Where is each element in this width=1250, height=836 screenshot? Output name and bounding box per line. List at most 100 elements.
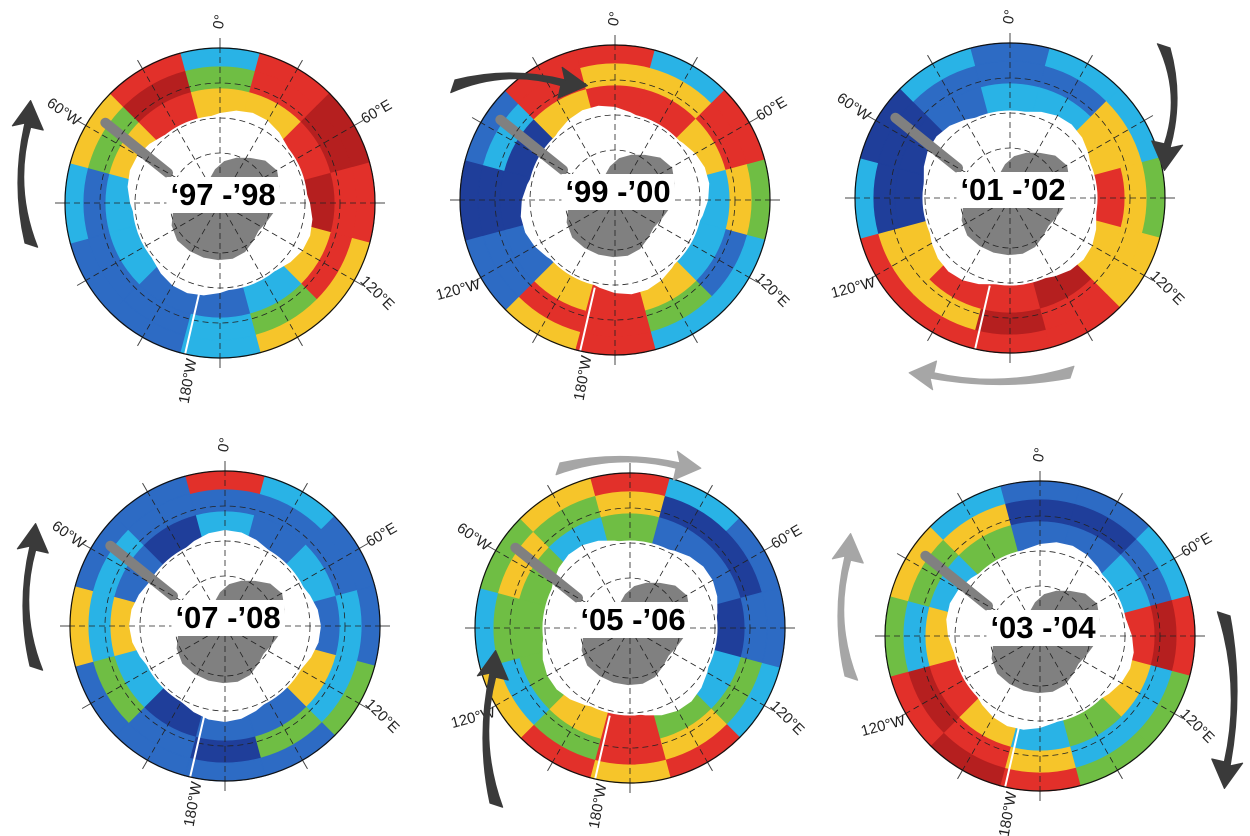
- meridian-tick: [486, 545, 497, 551]
- meridian-tick: [1173, 713, 1184, 719]
- meridian-tick: [358, 703, 369, 709]
- longitude-label-e60: 60°E: [358, 97, 395, 128]
- map-panel-01-02: 0° 60°W 120°W 120°E ‘01 -’02: [800, 0, 1200, 418]
- period-label: ‘05 -’06: [576, 602, 690, 638]
- meridian-tick: [748, 117, 759, 123]
- map-svg: 0° 60°W 120°W 120°E: [829, 8, 1188, 391]
- meridian-line: [905, 635, 1041, 714]
- longitude-label-zero: 0°: [215, 436, 234, 453]
- map-svg: 0° 60°W 60°E 120°E 180°W: [16, 436, 403, 828]
- map-panel-05-06: 60°W 60°E 120°W 120°E 180°W ‘05 -’06: [420, 418, 820, 836]
- longitude-label-e120: 120°E: [1147, 268, 1188, 309]
- longitude-label-w180: 180°W: [571, 354, 596, 402]
- map-border: [884, 480, 1196, 792]
- dateline-marker: [189, 713, 206, 778]
- longitude-label-e120: 120°E: [752, 270, 793, 311]
- meridian-line: [224, 625, 303, 761]
- circulation-arrow: [476, 650, 509, 808]
- meridian-tick: [81, 543, 92, 549]
- longitude-label-w180: 180°W: [176, 357, 201, 405]
- meridian-tick: [76, 120, 87, 126]
- longitude-label-w60: 60°W: [454, 520, 495, 556]
- meridian-line: [219, 202, 298, 338]
- meridian-tick: [1087, 331, 1093, 342]
- circulation-arrow: [1211, 611, 1244, 789]
- map-panel-97-98: 0° 60°W 60°E 120°E 180°W ‘97 -’98: [5, 0, 405, 418]
- dateline-marker: [184, 290, 201, 355]
- meridian-line: [875, 197, 1011, 276]
- meridian-tick: [896, 553, 907, 559]
- meridian-line: [614, 199, 750, 278]
- circulation-arrow: [16, 523, 49, 671]
- meridian-line: [537, 199, 616, 335]
- meridian-line: [224, 625, 360, 704]
- meridian-tick: [866, 115, 877, 121]
- longitude-label-w120: 120°W: [859, 712, 908, 740]
- peninsula-landmass: [100, 117, 174, 178]
- period-label: ‘01 -’02: [956, 172, 1070, 208]
- circulation-arrow: [831, 533, 864, 681]
- longitude-label-w60: 60°W: [834, 90, 875, 126]
- period-label: ‘97 -’98: [166, 177, 280, 213]
- map-panel-03-04: 0° 60°E 120°W 120°E 180°W ‘03 -’04: [830, 418, 1244, 836]
- longitude-label-w120: 120°W: [434, 276, 483, 304]
- circulation-arrow: [11, 100, 44, 248]
- peninsula-landmass: [495, 114, 569, 175]
- meridian-tick: [142, 482, 148, 493]
- meridian-tick: [763, 705, 774, 711]
- longitude-label-e60: 60°E: [753, 94, 790, 125]
- longitude-label-zero: 0°: [1000, 8, 1019, 25]
- map-panel-07-08: 0° 60°W 60°E 120°E 180°W ‘07 -’08: [5, 418, 405, 836]
- meridian-tick: [353, 280, 364, 286]
- map-svg: 0° 60°E 120°W 120°E 180°W: [831, 446, 1244, 836]
- circulation-arrow: [555, 450, 702, 481]
- map-border: [854, 42, 1166, 354]
- period-label: ‘99 -’00: [561, 174, 675, 210]
- meridian-line: [932, 197, 1011, 333]
- meridian-tick: [358, 543, 369, 549]
- longitude-label-w180: 180°W: [996, 790, 1021, 836]
- meridian-line: [552, 627, 631, 763]
- map-border: [459, 44, 771, 356]
- dateline-marker: [1004, 723, 1021, 788]
- meridian-line: [219, 202, 355, 281]
- meridian-tick: [297, 59, 303, 70]
- longitude-label-e120: 120°E: [357, 273, 398, 314]
- meridian-line: [147, 625, 226, 761]
- meridian-tick: [532, 56, 538, 67]
- meridian-tick: [957, 492, 963, 503]
- meridian-tick: [1173, 553, 1184, 559]
- meridian-tick: [137, 59, 143, 70]
- meridian-line: [90, 625, 226, 704]
- peninsula-landmass: [510, 542, 584, 603]
- meridian-tick: [692, 56, 698, 67]
- map-svg: 0° 60°W 60°E 120°E 180°W: [11, 13, 398, 405]
- meridian-line: [85, 202, 221, 281]
- longitude-label-e60: 60°E: [363, 520, 400, 551]
- meridian-tick: [707, 761, 713, 772]
- meridian-line: [629, 627, 765, 706]
- meridian-tick: [1087, 54, 1093, 65]
- meridian-tick: [471, 117, 482, 123]
- meridian-tick: [302, 759, 308, 770]
- longitude-label-zero: 0°: [210, 13, 229, 30]
- longitude-label-w180: 180°W: [586, 782, 611, 830]
- meridian-tick: [692, 333, 698, 344]
- longitude-label-e60: 60°E: [768, 522, 805, 553]
- meridian-tick: [547, 484, 553, 495]
- meridian-line: [1039, 635, 1175, 714]
- meridian-tick: [1117, 769, 1123, 780]
- longitude-label-w120: 120°W: [449, 704, 498, 732]
- meridian-line: [629, 627, 708, 763]
- meridian-tick: [1143, 115, 1154, 121]
- meridian-tick: [81, 703, 92, 709]
- meridian-tick: [896, 713, 907, 719]
- meridian-tick: [297, 336, 303, 347]
- meridian-tick: [137, 336, 143, 347]
- period-label: ‘07 -’08: [171, 600, 285, 636]
- meridian-tick: [471, 277, 482, 283]
- map-border: [474, 472, 786, 784]
- dateline-marker: [594, 715, 611, 780]
- longitude-label-e120: 120°E: [1177, 706, 1218, 747]
